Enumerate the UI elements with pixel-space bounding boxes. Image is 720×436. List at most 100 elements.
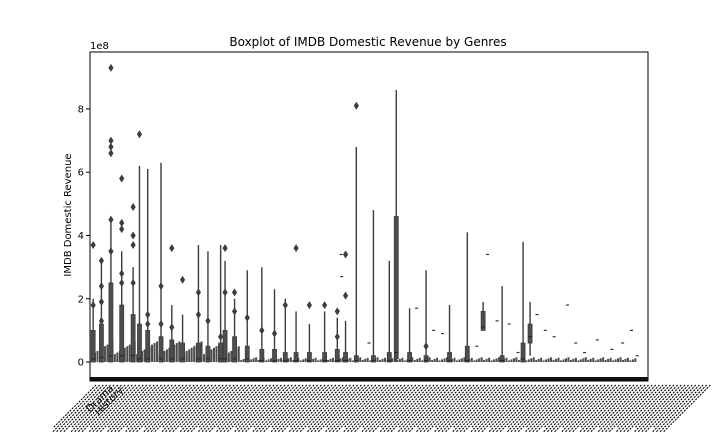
small-box <box>463 357 466 363</box>
x-tick-label-overlap <box>73 384 126 436</box>
outlier-marker <box>119 174 125 183</box>
small-box <box>240 359 243 363</box>
small-box <box>510 359 513 363</box>
x-tick-label-overlap <box>473 384 526 436</box>
small-box <box>384 357 387 363</box>
small-box <box>128 344 131 363</box>
outlier-marker <box>90 301 96 310</box>
small-box <box>525 360 528 363</box>
x-tick-label-overlap <box>654 384 704 434</box>
x-tick-label-overlap <box>416 384 460 428</box>
small-box <box>445 357 448 363</box>
box-body <box>527 323 533 344</box>
small-box <box>237 346 240 363</box>
box-plot-2 <box>108 63 114 363</box>
outlier-marker <box>169 244 175 253</box>
box-body <box>205 345 211 363</box>
x-tick-label-overlap <box>198 384 242 428</box>
box-plot-7 <box>158 162 164 363</box>
outlier-marker <box>119 269 125 278</box>
box-plot-32 <box>480 301 486 331</box>
x-tick-label-overlap <box>180 384 224 428</box>
box-body <box>108 282 114 363</box>
outlier-marker <box>98 297 105 306</box>
x-tick-label-overlap <box>636 384 689 436</box>
y-axis-label: IMDB Domestic Revenue <box>63 153 74 276</box>
small-box <box>485 358 488 363</box>
box-plot-17 <box>271 289 278 363</box>
x-tick-label-overlap <box>302 384 355 436</box>
outlier-marker <box>108 63 114 72</box>
x-tick-label-overlap <box>71 384 115 428</box>
small-box <box>381 358 384 363</box>
x-tick-label-overlap <box>381 384 431 434</box>
box-plot-35 <box>527 301 533 356</box>
small-box <box>227 352 230 363</box>
x-tick-label-overlap <box>400 384 450 434</box>
x-tick-label-overlap <box>273 384 326 436</box>
x-tick-label-overlap <box>125 384 170 428</box>
small-box <box>421 360 424 363</box>
small-box <box>431 359 434 363</box>
x-tick-label-overlap <box>102 384 155 436</box>
small-box <box>292 359 295 363</box>
y-tick-label: 0 <box>78 358 84 369</box>
small-box <box>624 358 627 363</box>
small-box <box>577 360 580 363</box>
small-box <box>141 350 144 363</box>
x-tick-label-overlap <box>418 384 471 436</box>
x-tick-label-overlap <box>507 384 551 428</box>
small-box <box>411 357 414 363</box>
x-tick-label-overlap <box>253 384 297 428</box>
box-body <box>293 352 299 363</box>
x-tick-label-overlap <box>491 384 540 434</box>
outlier-marker <box>179 275 186 284</box>
x-tick-label-overlap <box>146 384 199 436</box>
box-plot-8 <box>169 244 175 363</box>
small-box <box>450 358 453 363</box>
x-tick-label-overlap <box>502 384 555 436</box>
outlier-marker <box>108 215 114 224</box>
outlier-marker <box>259 326 265 335</box>
outlier-marker <box>334 332 340 341</box>
small-box <box>557 357 560 363</box>
small-box <box>441 359 444 363</box>
x-tick-label-overlap <box>144 384 188 428</box>
small-box <box>339 358 342 363</box>
small-box <box>455 360 458 363</box>
outlier-marker <box>353 101 359 110</box>
x-tick-label-overlap <box>182 384 235 436</box>
outlier-marker <box>306 301 312 310</box>
box-body <box>520 342 526 363</box>
x-tick-label-overlap <box>562 384 606 428</box>
x-tick-label-overlap <box>107 384 151 428</box>
small-box <box>505 357 508 363</box>
small-box <box>185 350 188 363</box>
box-body <box>218 342 224 363</box>
x-tick-label-overlap <box>654 384 708 436</box>
x-tick-label-overlap <box>411 384 464 436</box>
small-box <box>265 360 268 363</box>
x-tick-label-overlap <box>344 384 388 428</box>
x-tick-label-overlap <box>356 384 410 436</box>
x-tick-label-overlap <box>429 384 482 436</box>
x-tick-label-overlap <box>284 384 337 436</box>
x-tick-label-overlap <box>236 384 286 434</box>
small-box <box>210 349 213 363</box>
small-box <box>617 358 620 363</box>
small-box <box>507 360 510 363</box>
outlier-marker <box>423 342 429 351</box>
x-tick-label-overlap <box>200 384 253 436</box>
x-tick-marks <box>90 377 648 381</box>
small-box <box>155 341 158 363</box>
x-tick-label-overlap <box>55 384 108 436</box>
small-box <box>391 358 394 363</box>
outlier-marker <box>119 225 125 234</box>
x-tick-label-overlap <box>465 384 519 436</box>
outlier-marker <box>195 288 202 297</box>
small-box <box>555 358 558 363</box>
small-box <box>609 357 612 363</box>
small-box <box>361 359 364 363</box>
x-tick-label-overlap <box>162 384 206 428</box>
small-box <box>126 346 129 363</box>
